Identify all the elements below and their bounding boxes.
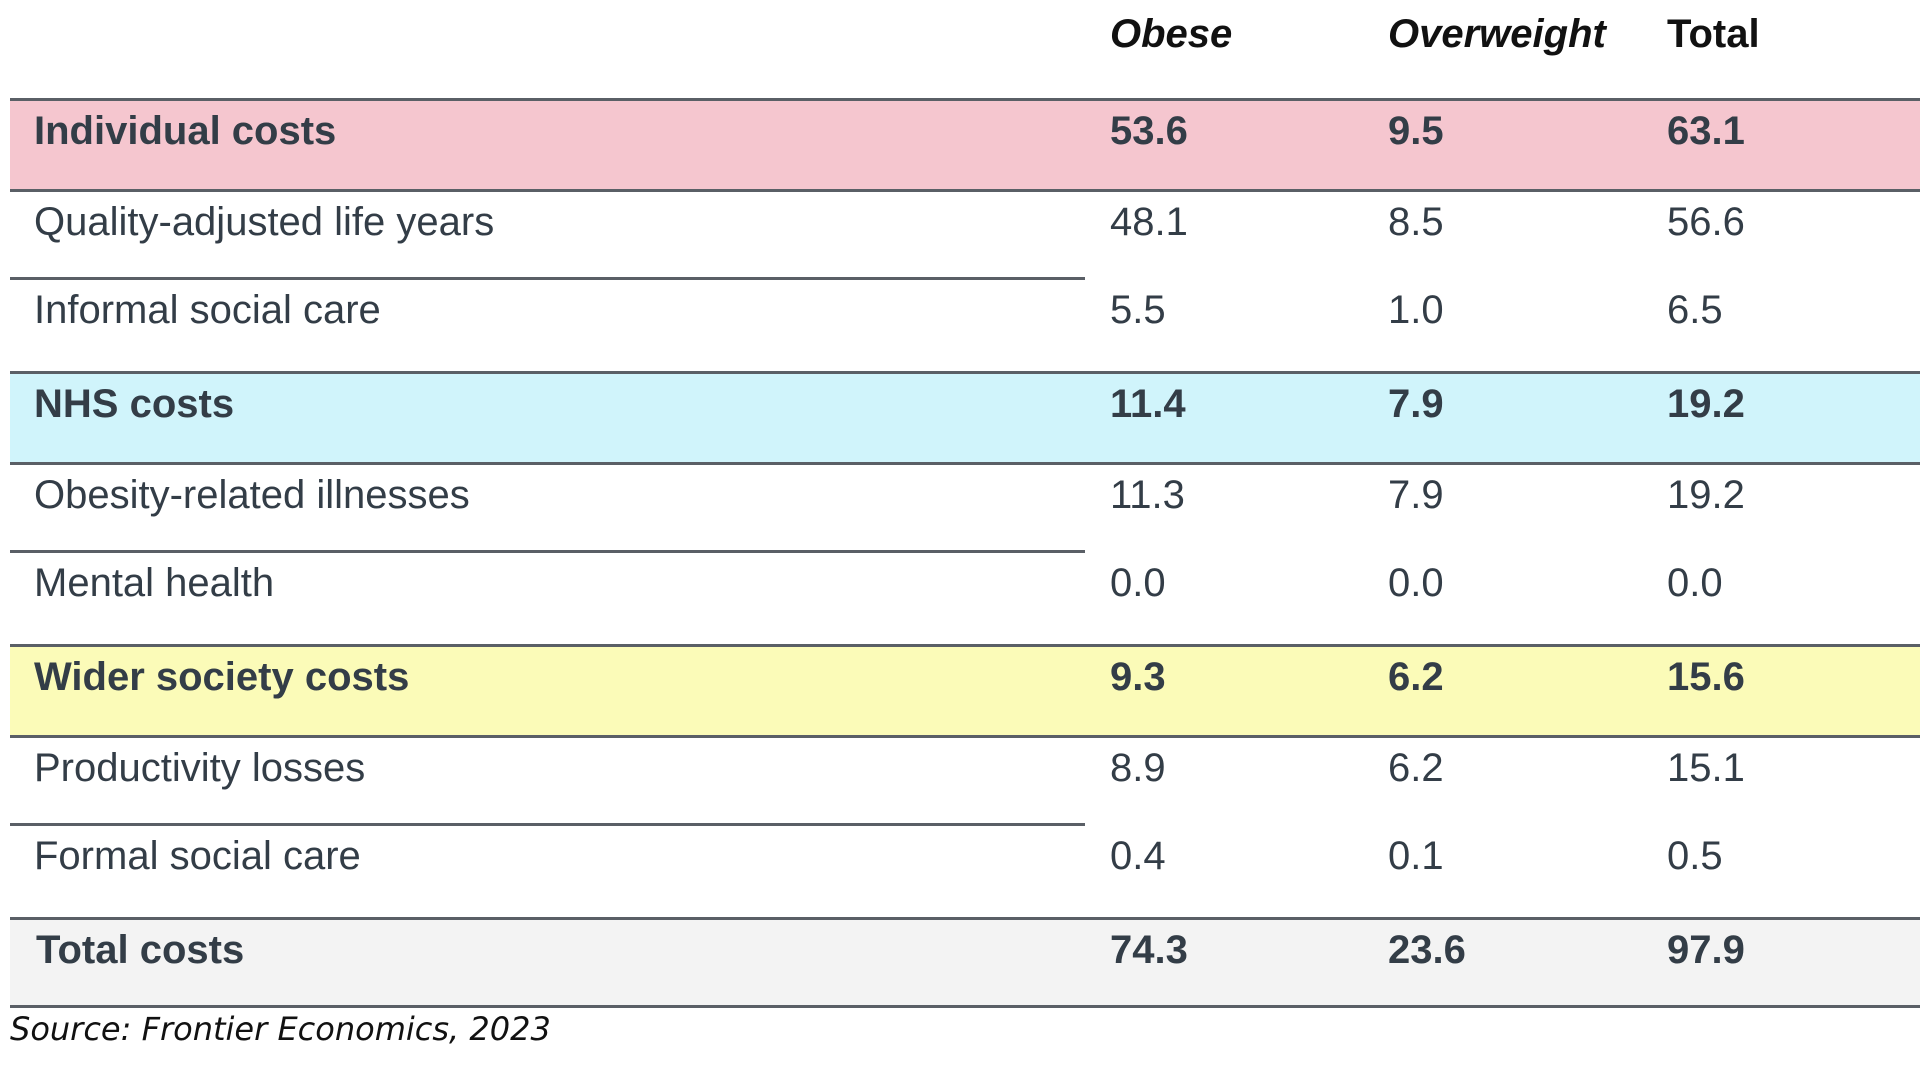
cell-obese: 0.4	[1110, 834, 1166, 878]
cell-total: 15.6	[1667, 655, 1745, 699]
cell-overweight: 0.1	[1388, 834, 1444, 878]
cell-overweight: 6.2	[1388, 655, 1444, 699]
row-wider-society-costs: Wider society costs 9.3 6.2 15.6	[10, 644, 1920, 735]
cell-obese: 9.3	[1110, 655, 1166, 699]
column-header-overweight: Overweight	[1388, 12, 1606, 56]
row-nhs-costs: NHS costs 11.4 7.9 19.2	[10, 371, 1920, 462]
row-label: Mental health	[34, 561, 275, 605]
cell-obese: 48.1	[1110, 200, 1188, 244]
cell-overweight: 7.9	[1388, 382, 1444, 426]
cell-overweight: 6.2	[1388, 746, 1444, 790]
row-label: Wider society costs	[34, 655, 410, 699]
row-total-costs: Total costs 74.3 23.6 97.9	[10, 917, 1920, 1008]
cost-table: Obese Overweight Total Individual costs …	[10, 0, 1920, 1008]
cell-total: 56.6	[1667, 200, 1745, 244]
cell-overweight: 0.0	[1388, 561, 1444, 605]
cell-total: 19.2	[1667, 382, 1745, 426]
cell-overweight: 1.0	[1388, 288, 1444, 332]
cell-overweight: 23.6	[1388, 928, 1466, 972]
cell-obese: 8.9	[1110, 746, 1166, 790]
row-label: Obesity-related illnesses	[34, 473, 470, 517]
row-label: NHS costs	[34, 382, 235, 426]
cell-obese: 0.0	[1110, 561, 1166, 605]
cell-total: 6.5	[1667, 288, 1723, 332]
cell-total: 97.9	[1667, 928, 1745, 972]
cell-obese: 5.5	[1110, 288, 1166, 332]
cell-obese: 11.3	[1110, 473, 1185, 517]
row-label: Formal social care	[34, 834, 361, 878]
table-header: Obese Overweight Total	[10, 0, 1920, 98]
row-mental-health: Mental health 0.0 0.0 0.0	[10, 550, 1920, 644]
cell-total: 0.0	[1667, 561, 1723, 605]
cell-overweight: 7.9	[1388, 473, 1444, 517]
cell-total: 19.2	[1667, 473, 1745, 517]
cell-overweight: 8.5	[1388, 200, 1444, 244]
cell-total: 15.1	[1667, 746, 1745, 790]
row-label: Quality-adjusted life years	[34, 200, 495, 244]
row-productivity-losses: Productivity losses 8.9 6.2 15.1	[10, 735, 1920, 826]
row-label: Informal social care	[34, 288, 381, 332]
row-individual-costs: Individual costs 53.6 9.5 63.1	[10, 98, 1920, 189]
cell-overweight: 9.5	[1388, 109, 1444, 153]
column-header-total: Total	[1667, 12, 1760, 56]
column-header-obese: Obese	[1110, 12, 1233, 56]
row-informal-social-care: Informal social care 5.5 1.0 6.5	[10, 277, 1920, 371]
cell-obese: 74.3	[1110, 928, 1188, 972]
cell-obese: 11.4	[1110, 382, 1186, 426]
row-quality-adjusted-life-years: Quality-adjusted life years 48.1 8.5 56.…	[10, 189, 1920, 280]
row-label: Individual costs	[34, 109, 337, 153]
cell-obese: 53.6	[1110, 109, 1188, 153]
row-label: Productivity losses	[34, 746, 366, 790]
source-note: Source: Frontier Economics, 2023	[10, 1010, 551, 1048]
cell-total: 63.1	[1667, 109, 1745, 153]
row-obesity-related-illnesses: Obesity-related illnesses 11.3 7.9 19.2	[10, 462, 1920, 553]
row-formal-social-care: Formal social care 0.4 0.1 0.5	[10, 823, 1920, 917]
row-label: Total costs	[36, 928, 245, 972]
cell-total: 0.5	[1667, 834, 1723, 878]
